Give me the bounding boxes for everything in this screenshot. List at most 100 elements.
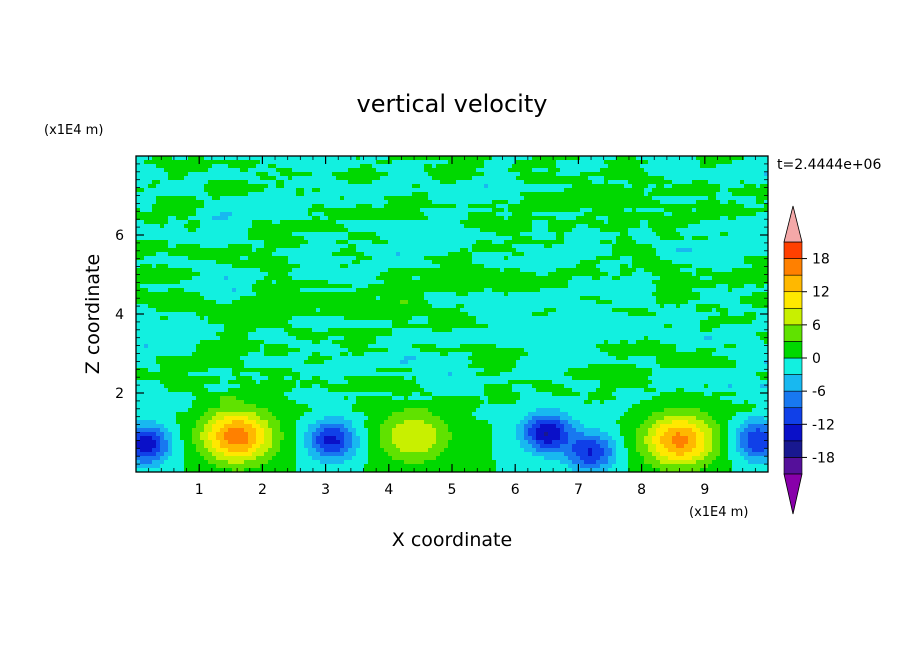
- contour-cell: [136, 444, 157, 449]
- contour-cell: [412, 368, 485, 373]
- contour-cell: [296, 460, 321, 465]
- contour-cell: [288, 176, 293, 181]
- contour-cell: [656, 300, 689, 305]
- contour-cell: [204, 456, 217, 461]
- contour-cell: [520, 396, 589, 401]
- contour-cell: [136, 408, 189, 413]
- contour-cell: [264, 432, 273, 437]
- contour-cell: [428, 448, 445, 453]
- contour-cell: [468, 216, 505, 221]
- contour-cell: [672, 184, 721, 189]
- contour-cell: [456, 292, 469, 297]
- x-axis-unit: (x1E4 m): [689, 505, 748, 520]
- contour-cell: [192, 404, 221, 409]
- contour-cell: [412, 344, 437, 349]
- contour-cell: [328, 328, 393, 333]
- contour-cell: [332, 340, 377, 345]
- contour-cell: [248, 336, 297, 341]
- contour-cell: [736, 440, 741, 445]
- contour-cell: [696, 416, 713, 421]
- contour-cell: [140, 264, 153, 269]
- contour-cell: [244, 360, 305, 365]
- contour-cell: [644, 436, 653, 441]
- contour-cell: [600, 464, 613, 469]
- contour-cell: [232, 420, 245, 425]
- contour-cell: [208, 368, 233, 373]
- contour-cell: [412, 392, 421, 397]
- contour-cell: [656, 420, 673, 425]
- contour-cell: [224, 416, 249, 421]
- contour-cell: [600, 456, 609, 461]
- contour-cell: [136, 336, 221, 341]
- contour-cell: [344, 396, 349, 401]
- contour-cell: [280, 448, 297, 453]
- contour-cell: [304, 412, 365, 417]
- contour-cell: [400, 360, 409, 365]
- contour-cell: [212, 164, 229, 169]
- contour-cell: [524, 180, 593, 185]
- contour-cell: [136, 176, 169, 181]
- contour-cell: [604, 180, 609, 185]
- contour-cell: [256, 248, 277, 253]
- contour-cell: [504, 292, 509, 297]
- y-tick-label: 4: [115, 307, 124, 323]
- contour-cell: [348, 168, 377, 173]
- contour-cell: [632, 272, 653, 277]
- contour-cell: [560, 420, 569, 425]
- contour-cell: [660, 460, 697, 465]
- contour-cell: [696, 308, 713, 313]
- contour-cell: [432, 200, 493, 205]
- contour-cell: [208, 448, 217, 453]
- contour-cell: [760, 336, 768, 341]
- contour-cell: [264, 276, 293, 281]
- x-tick-label: 6: [511, 482, 520, 498]
- contour-cell: [364, 420, 385, 425]
- contour-cell: [420, 208, 493, 213]
- contour-cell: [272, 428, 281, 433]
- contour-cell: [520, 232, 557, 237]
- contour-cell: [148, 184, 157, 189]
- contour-cell: [156, 360, 245, 365]
- contour-cell: [300, 376, 313, 381]
- contour-cell: [748, 400, 768, 405]
- contour-cell: [296, 464, 365, 469]
- contour-cell: [652, 440, 661, 445]
- contour-cell: [140, 436, 153, 441]
- contour-cell: [656, 428, 669, 433]
- contour-cell: [368, 448, 385, 453]
- contour-cell: [508, 208, 581, 213]
- contour-cell: [136, 372, 189, 377]
- contour-cell: [580, 456, 601, 461]
- contour-cell: [476, 240, 493, 245]
- contour-cell: [428, 320, 477, 325]
- contour-cell: [236, 396, 289, 401]
- contour-cell: [308, 424, 321, 429]
- contour-cell: [660, 276, 701, 281]
- contour-cell: [136, 272, 201, 277]
- colorbar-segment: [783, 407, 803, 425]
- contour-cell: [600, 428, 621, 433]
- contour-cell: [216, 332, 249, 337]
- contour-cell: [492, 448, 525, 453]
- contour-cell: [308, 356, 333, 361]
- contour-cell: [328, 388, 425, 393]
- contour-cell: [536, 428, 561, 433]
- contour-cell: [744, 420, 768, 425]
- contour-cell: [136, 180, 153, 185]
- contour-cell: [136, 380, 161, 385]
- contour-cell: [588, 452, 593, 457]
- contour-cell: [152, 208, 197, 213]
- contour-cell: [548, 272, 609, 277]
- colorbar-tick-label: 18: [812, 252, 830, 268]
- contour-cell: [628, 452, 641, 457]
- contour-cell: [188, 172, 257, 177]
- contour-cell: [352, 440, 361, 445]
- contour-cell: [160, 364, 245, 369]
- contour-cell: [204, 200, 389, 205]
- contour-cell: [296, 448, 309, 453]
- contour-cell: [208, 320, 289, 325]
- contour-cell: [248, 432, 257, 437]
- contour-cell: [248, 256, 289, 261]
- contour-cell: [296, 192, 305, 197]
- contour-cell: [660, 440, 673, 445]
